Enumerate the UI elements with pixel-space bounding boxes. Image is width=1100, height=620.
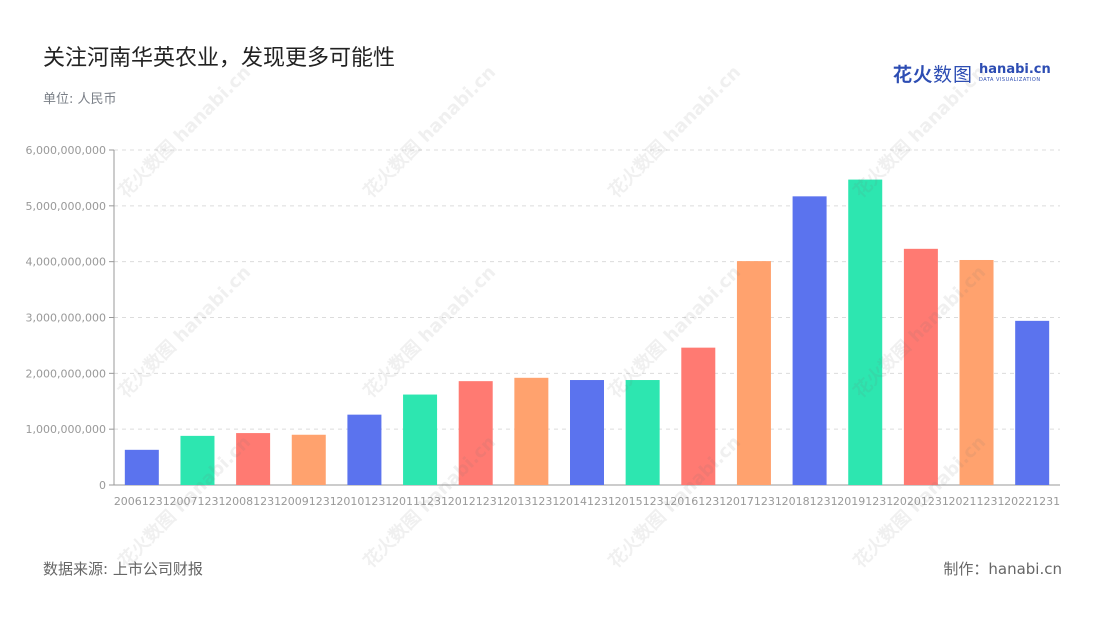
bar — [848, 179, 883, 485]
x-tick-label: 20131231 — [503, 495, 559, 508]
y-tick-label: 2,000,000,000 — [26, 367, 106, 380]
brand-logo: 花火数图 hanabi.cn DATA VISUALIZATION — [893, 58, 1051, 88]
y-tick-label: 6,000,000,000 — [26, 144, 106, 157]
y-tick-label: 3,000,000,000 — [26, 312, 106, 325]
x-tick-label: 20191231 — [837, 495, 893, 508]
x-tick-label: 20211231 — [949, 495, 1005, 508]
bar — [792, 196, 827, 485]
x-tick-label: 20121231 — [448, 495, 504, 508]
bar — [403, 394, 438, 485]
bar — [347, 414, 382, 485]
unit-label: 单位: 人民币 — [43, 92, 117, 107]
x-tick-label: 20141231 — [559, 495, 615, 508]
x-tick-label: 20101231 — [336, 495, 392, 508]
chart-title: 关注河南华英农业，发现更多可能性 — [43, 46, 396, 71]
bar — [1015, 320, 1050, 485]
bar — [236, 433, 271, 485]
bar — [570, 380, 604, 485]
data-source: 数据来源: 上市公司财报 — [43, 560, 203, 578]
bar — [291, 434, 326, 485]
bar — [903, 248, 938, 485]
y-tick-label: 5,000,000,000 — [26, 200, 106, 213]
bar — [124, 449, 159, 485]
bar — [959, 259, 994, 485]
maker-credit: 制作：hanabi.cn — [943, 560, 1062, 578]
x-tick-label: 20081231 — [225, 495, 281, 508]
x-tick-label: 20071231 — [169, 495, 225, 508]
bar — [625, 380, 660, 485]
y-tick-label: 1,000,000,000 — [26, 423, 106, 436]
y-tick-label: 0 — [99, 479, 106, 492]
logo-en: hanabi.cn DATA VISUALIZATION — [979, 62, 1051, 83]
bar — [458, 381, 493, 485]
bar — [681, 347, 716, 485]
x-tick-label: 20161231 — [670, 495, 726, 508]
x-tick-label: 20221231 — [1004, 495, 1060, 508]
x-tick-label: 20181231 — [782, 495, 838, 508]
x-tick-label: 20061231 — [114, 495, 170, 508]
bar — [736, 261, 771, 485]
x-tick-label: 20111231 — [392, 495, 448, 508]
bar — [514, 377, 549, 485]
logo-cn: 花火数图 — [893, 63, 974, 86]
x-tick-label: 20091231 — [281, 495, 337, 508]
x-tick-label: 20171231 — [726, 495, 782, 508]
x-tick-label: 20151231 — [615, 495, 671, 508]
bar — [180, 435, 215, 485]
y-tick-label: 4,000,000,000 — [26, 256, 106, 269]
x-tick-label: 20201231 — [893, 495, 949, 508]
